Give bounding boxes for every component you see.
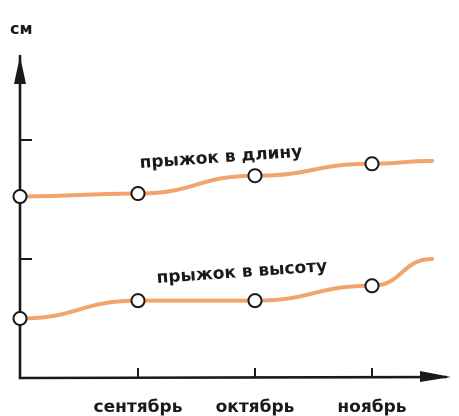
x-tick-label-1: сентябрь: [94, 397, 183, 416]
series-label-2: прыжок в высоту: [156, 256, 328, 288]
series-label-1: прыжок в длину: [139, 142, 303, 173]
x-axis: [18, 375, 448, 380]
series-lines: [18, 158, 434, 321]
series-1-point-2: [247, 168, 263, 184]
series-2-point-2: [247, 293, 263, 309]
axes: [14, 54, 451, 382]
data-points: [12, 156, 380, 326]
x-axis-arrow: [420, 371, 451, 382]
x-tick-label-3: ноябрь: [337, 397, 406, 416]
series-2-point-0: [12, 311, 28, 326]
y-axis-arrow: [14, 56, 26, 84]
series-2-point-1: [130, 293, 146, 309]
series-1-point-1: [130, 186, 146, 202]
y-axis-label: см: [10, 19, 33, 38]
series-1-point-0: [12, 189, 28, 205]
series-1-point-3: [364, 156, 380, 172]
chart-labels: см сентябрь октябрь ноябрь прыжок в длину пры…: [10, 19, 407, 416]
x-tick-label-2: октябрь: [216, 397, 295, 416]
series-2-point-3: [364, 278, 380, 294]
